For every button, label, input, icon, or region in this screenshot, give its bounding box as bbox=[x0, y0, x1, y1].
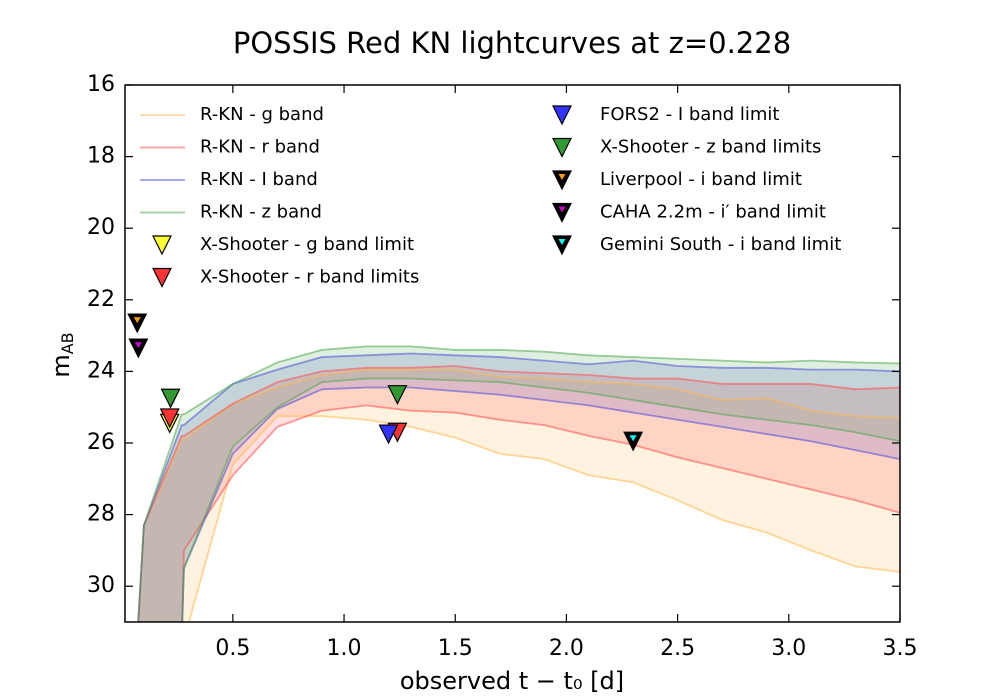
band-edge bbox=[137, 368, 900, 622]
legend-label: R-KN - I band bbox=[200, 169, 318, 190]
band-fill bbox=[138, 353, 900, 622]
band-edge bbox=[181, 377, 900, 622]
limit-marker bbox=[152, 267, 172, 288]
limit-marker-inner bbox=[629, 435, 637, 442]
limit-marker bbox=[127, 313, 148, 334]
y-tick-label: 26 bbox=[87, 430, 115, 455]
y-label-base: m bbox=[47, 354, 75, 377]
x-tick-label: 3.5 bbox=[883, 636, 918, 661]
x-tick-label: 2.5 bbox=[660, 636, 695, 661]
legend-label: X-Shooter - r band limits bbox=[200, 267, 419, 288]
y-tick-label: 28 bbox=[87, 502, 115, 527]
axes: 0.5 1.0 1.5 2.0 2.5 3.0 3.5 16 18 20 22 24 26 28 30 R-K… bbox=[87, 72, 918, 661]
limit-marker bbox=[378, 424, 399, 445]
y-axis-label: mAB bbox=[47, 332, 77, 377]
limit-marker-inner bbox=[558, 239, 566, 245]
y-tick-label: 22 bbox=[87, 287, 115, 312]
x-tick-label: 1.5 bbox=[438, 636, 473, 661]
legend-label: X-Shooter - g band limit bbox=[200, 234, 414, 255]
limit-marker bbox=[160, 388, 181, 409]
y-tick-label: 30 bbox=[87, 573, 115, 598]
y-tick-label: 20 bbox=[87, 215, 115, 240]
legend-label: R-KN - z band bbox=[200, 202, 322, 223]
legend-label: Gemini South - i band limit bbox=[600, 234, 841, 255]
legend-label: CAHA 2.2m - i′ band limit bbox=[600, 202, 826, 223]
legend-label: R-KN - g band bbox=[200, 104, 324, 125]
band-edge bbox=[137, 352, 900, 622]
band-edge bbox=[187, 415, 900, 622]
limit-marker-inner bbox=[134, 342, 142, 349]
limit-marker bbox=[387, 385, 408, 406]
band-fill bbox=[138, 346, 900, 622]
band-fill bbox=[138, 366, 900, 622]
band-fill bbox=[138, 369, 900, 622]
x-tick-label: 2.0 bbox=[549, 636, 584, 661]
band-edge bbox=[137, 345, 900, 622]
band-edge bbox=[137, 365, 900, 622]
legend-label: R-KN - r band bbox=[200, 137, 320, 158]
limit-marker-inner bbox=[133, 317, 141, 324]
x-tick-label: 3.0 bbox=[771, 636, 806, 661]
y-label-sub: AB bbox=[58, 332, 77, 354]
chart-title: POSSIS Red KN lightcurves at z=0.228 bbox=[233, 26, 791, 60]
limit-marker bbox=[159, 408, 180, 429]
y-tick-label: 24 bbox=[87, 358, 115, 383]
legend-label: Liverpool - i band limit bbox=[600, 169, 802, 190]
limit-marker-inner bbox=[558, 174, 566, 180]
limit-marker-inner bbox=[558, 206, 566, 213]
axes-frame bbox=[124, 84, 901, 623]
legend-label: X-Shooter - z band limits bbox=[600, 137, 821, 158]
limit-marker bbox=[552, 105, 572, 126]
y-tick-label: 18 bbox=[87, 144, 115, 169]
limit-marker bbox=[552, 137, 572, 158]
limit-marker bbox=[128, 338, 149, 359]
legend-label: FORS2 - I band limit bbox=[600, 104, 779, 125]
plot-area bbox=[127, 313, 900, 622]
limit-marker bbox=[152, 235, 172, 256]
x-axis-label: observed t − t₀ [d] bbox=[400, 667, 624, 695]
x-tick-label: 1.0 bbox=[327, 636, 362, 661]
band-edge bbox=[181, 404, 900, 622]
y-tick-label: 16 bbox=[87, 72, 115, 97]
x-tick-label: 0.5 bbox=[215, 636, 250, 661]
